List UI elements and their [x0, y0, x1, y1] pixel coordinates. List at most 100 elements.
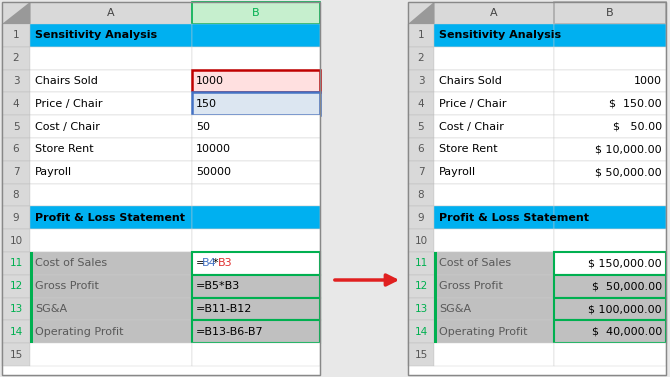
Text: B: B	[252, 8, 260, 18]
Text: 6: 6	[417, 144, 424, 155]
Bar	[434, 343, 554, 366]
Text: 3: 3	[417, 76, 424, 86]
Text: Payroll: Payroll	[35, 167, 72, 177]
Bar	[2, 2, 320, 375]
Bar	[408, 24, 434, 47]
Text: 50: 50	[196, 122, 210, 132]
Text: 1000: 1000	[634, 76, 662, 86]
Text: 14: 14	[414, 327, 427, 337]
Text: Cost / Chair: Cost / Chair	[439, 122, 504, 132]
Bar	[192, 297, 320, 320]
Text: 8: 8	[417, 190, 424, 200]
Bar	[554, 184, 666, 206]
Text: 11: 11	[9, 258, 23, 268]
Bar	[2, 138, 30, 161]
Bar	[30, 115, 192, 138]
Bar	[434, 297, 554, 320]
Bar	[434, 2, 554, 24]
Text: 9: 9	[13, 213, 19, 223]
Bar	[434, 161, 554, 184]
Bar	[192, 138, 320, 161]
Bar	[554, 138, 666, 161]
Bar	[408, 320, 434, 343]
Bar	[408, 138, 434, 161]
Bar	[2, 320, 30, 343]
Bar	[2, 92, 30, 115]
Text: $ 100,000.00: $ 100,000.00	[588, 304, 662, 314]
Bar	[554, 229, 666, 252]
Bar	[554, 70, 666, 92]
Polygon shape	[408, 2, 434, 24]
Bar	[192, 47, 320, 70]
Bar	[30, 252, 192, 275]
Bar	[192, 70, 320, 92]
Bar	[434, 24, 554, 47]
Text: 10: 10	[9, 236, 23, 245]
Bar	[408, 252, 434, 275]
Text: B4: B4	[202, 258, 216, 268]
Text: Sensitivity Analysis: Sensitivity Analysis	[439, 31, 561, 40]
Text: 9: 9	[417, 213, 424, 223]
Text: 2: 2	[13, 53, 19, 63]
Text: Gross Profit: Gross Profit	[35, 281, 99, 291]
Text: Profit & Loss Statement: Profit & Loss Statement	[35, 213, 185, 223]
Text: 1: 1	[417, 31, 424, 40]
Text: 13: 13	[414, 304, 427, 314]
Bar	[408, 229, 434, 252]
Text: 14: 14	[9, 327, 23, 337]
Text: Payroll: Payroll	[439, 167, 476, 177]
Bar	[30, 2, 192, 24]
Text: 15: 15	[9, 349, 23, 360]
Bar	[2, 297, 30, 320]
Bar	[434, 320, 554, 343]
Bar	[554, 92, 666, 115]
Text: $ 150,000.00: $ 150,000.00	[588, 258, 662, 268]
Bar	[2, 2, 320, 375]
Bar	[2, 47, 30, 70]
Bar	[192, 320, 320, 343]
Text: 150: 150	[196, 99, 217, 109]
Bar	[2, 24, 30, 47]
Text: 50000: 50000	[196, 167, 231, 177]
Bar	[192, 229, 320, 252]
Bar	[408, 2, 666, 375]
Bar	[408, 206, 434, 229]
Bar	[30, 184, 192, 206]
Bar	[408, 297, 434, 320]
Bar	[2, 115, 30, 138]
Bar	[408, 47, 434, 70]
Text: $  40,000.00: $ 40,000.00	[592, 327, 662, 337]
Bar	[434, 252, 437, 343]
Bar	[554, 115, 666, 138]
Bar	[408, 115, 434, 138]
Bar	[554, 161, 666, 184]
Bar	[192, 343, 320, 366]
Text: 10: 10	[415, 236, 427, 245]
Text: 4: 4	[13, 99, 19, 109]
Bar	[554, 47, 666, 70]
Text: $  50,000.00: $ 50,000.00	[592, 281, 662, 291]
Text: $   50.00: $ 50.00	[613, 122, 662, 132]
Text: B3: B3	[218, 258, 232, 268]
Text: Store Rent: Store Rent	[35, 144, 94, 155]
Text: =B13-B6-B7: =B13-B6-B7	[196, 327, 263, 337]
Bar	[434, 92, 554, 115]
Text: 12: 12	[9, 281, 23, 291]
Bar	[30, 275, 192, 297]
Bar	[30, 229, 192, 252]
Text: Operating Profit: Operating Profit	[439, 327, 527, 337]
Bar	[192, 206, 320, 229]
Text: Price / Chair: Price / Chair	[35, 99, 103, 109]
Text: Sensitivity Analysis: Sensitivity Analysis	[35, 31, 157, 40]
Text: Cost of Sales: Cost of Sales	[35, 258, 107, 268]
Text: 4: 4	[417, 99, 424, 109]
Bar	[30, 161, 192, 184]
Bar	[2, 275, 30, 297]
Bar	[192, 2, 320, 24]
Text: Gross Profit: Gross Profit	[439, 281, 503, 291]
Bar	[2, 184, 30, 206]
Bar	[408, 184, 434, 206]
Text: Cost / Chair: Cost / Chair	[35, 122, 100, 132]
Bar	[30, 297, 192, 320]
Text: 11: 11	[414, 258, 427, 268]
